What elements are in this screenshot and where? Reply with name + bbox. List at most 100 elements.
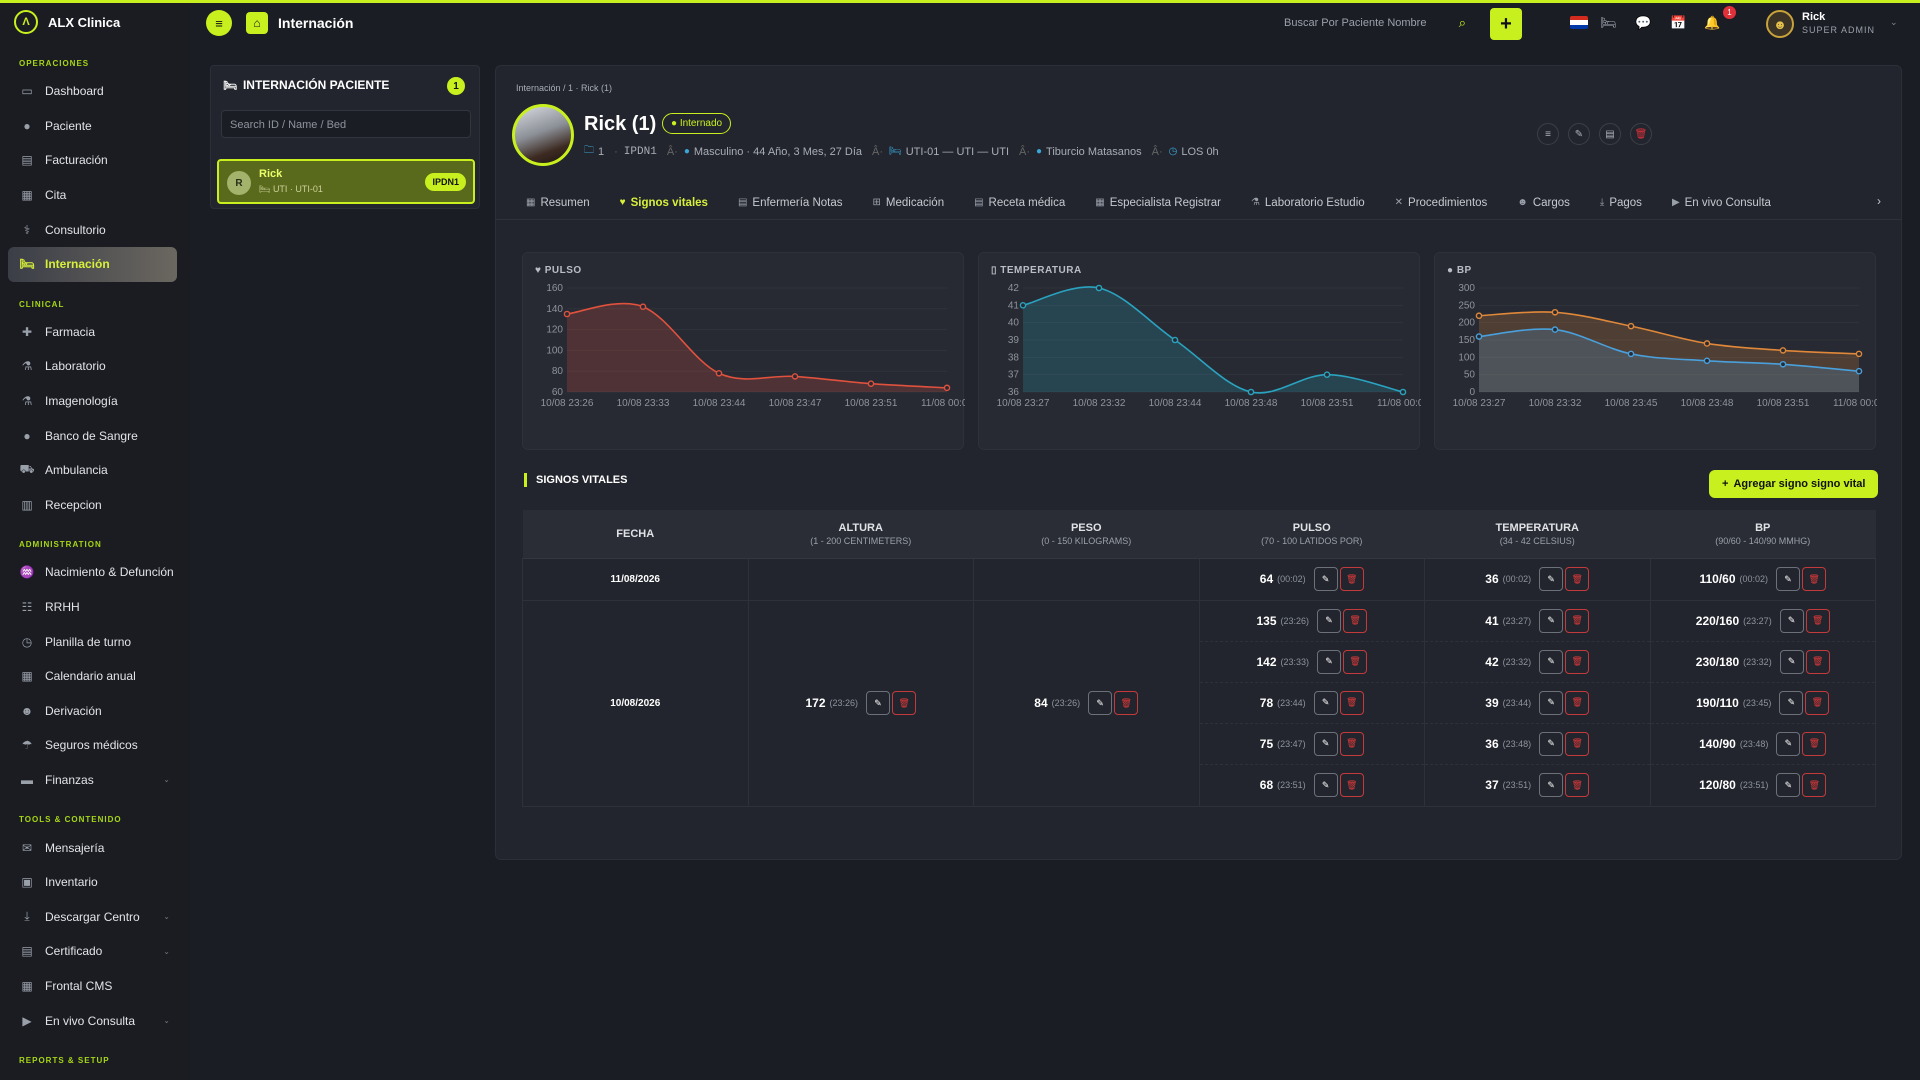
delete-icon[interactable]: 🗑 (1805, 608, 1830, 633)
tab-especialista-registrar[interactable]: ▦ Especialista Registrar (1095, 197, 1221, 209)
sidebar-item-imagenolog-a[interactable]: ⚗ Imagenología (0, 384, 190, 419)
delete-icon[interactable]: 🗑 (1343, 608, 1368, 633)
user-avatar[interactable]: ☻ (1766, 10, 1794, 38)
edit-icon[interactable]: ✎ (1313, 731, 1338, 756)
edit-icon[interactable]: ✎ (1779, 608, 1804, 633)
patient-search[interactable]: Buscar Por Paciente Nombre ⌕ (1278, 8, 1474, 38)
sidebar-item-finanzas[interactable]: ▬ Finanzas ⌄ (0, 763, 190, 798)
delete-icon[interactable]: 🗑 (1630, 123, 1652, 145)
edit-icon[interactable]: ✎ (1568, 123, 1590, 145)
sidebar-item-inventario[interactable]: ▣ Inventario (0, 865, 190, 900)
edit-icon[interactable]: ✎ (1313, 690, 1338, 715)
sidebar-item-banco-de-sangre[interactable]: ● Banco de Sangre (0, 418, 190, 453)
edit-icon[interactable]: ✎ (1539, 567, 1564, 591)
sidebar-item-laboratorio[interactable]: ⚗ Laboratorio (0, 349, 190, 384)
edit-icon[interactable]: ✎ (1779, 690, 1804, 715)
tab-pagos[interactable]: ⤓ Pagos (1600, 197, 1642, 209)
delete-icon[interactable]: 🗑 (1339, 567, 1364, 591)
edit-icon[interactable]: ✎ (866, 691, 891, 715)
bell-icon[interactable]: 🔔 (1704, 15, 1721, 30)
edit-icon[interactable]: ✎ (1779, 649, 1804, 674)
list-icon[interactable]: ≡ (1537, 123, 1559, 145)
search-input[interactable]: Buscar Por Paciente Nombre (1284, 17, 1427, 29)
edit-icon[interactable]: ✎ (1776, 567, 1801, 591)
sidebar-item-dashboard[interactable]: ▭ Dashboard (0, 74, 190, 109)
tab-signos-vitales[interactable]: ♥ Signos vitales (620, 197, 708, 209)
delete-icon[interactable]: 🗑 (1114, 691, 1139, 715)
user-name[interactable]: Rick (1802, 11, 1826, 23)
delete-icon[interactable]: 🗑 (1565, 567, 1590, 591)
tab-resumen[interactable]: ▦ Resumen (526, 197, 590, 209)
edit-icon[interactable]: ✎ (1539, 649, 1564, 674)
delete-icon[interactable]: 🗑 (1802, 567, 1827, 591)
flag-icon[interactable] (1570, 16, 1588, 29)
sidebar-item-paciente[interactable]: ● Paciente (0, 109, 190, 144)
sidebar-item-rrhh[interactable]: ☷ RRHH (0, 590, 190, 625)
sidebar-item-nacimiento-defunci-n[interactable]: ♒ Nacimiento & Defunción (0, 555, 190, 590)
menu-toggle-icon[interactable]: ≡ (206, 10, 232, 36)
calendar-icon[interactable]: 📅 (1670, 15, 1687, 30)
edit-icon[interactable]: ✎ (1313, 567, 1338, 591)
sidebar-item-derivaci-n[interactable]: ☻ Derivación (0, 694, 190, 729)
delete-icon[interactable]: 🗑 (1805, 690, 1830, 715)
patient-search-input[interactable]: Search ID / Name / Bed (221, 110, 471, 138)
chat-icon[interactable]: 💬 (1635, 15, 1652, 30)
edit-icon[interactable]: ✎ (1317, 649, 1342, 674)
delete-icon[interactable]: 🗑 (1802, 773, 1827, 797)
sidebar-item-certificado[interactable]: ▤ Certificado ⌄ (0, 934, 190, 969)
sidebar-item-mensajer-a[interactable]: ✉ Mensajería (0, 830, 190, 865)
edit-icon[interactable]: ✎ (1776, 773, 1801, 797)
edit-icon[interactable]: ✎ (1539, 608, 1564, 633)
tab-cargos[interactable]: ☻ Cargos (1517, 197, 1570, 209)
edit-icon[interactable]: ✎ (1317, 608, 1342, 633)
breadcrumb[interactable]: Internación / 1 · Rick (1) (516, 83, 613, 93)
edit-icon[interactable]: ✎ (1313, 773, 1338, 797)
sidebar-item-cita[interactable]: ▦ Cita (0, 178, 190, 213)
sidebar-item-calendario-anual[interactable]: ▦ Calendario anual (0, 659, 190, 694)
sidebar-item-consultorio[interactable]: ⚕ Consultorio (0, 212, 190, 247)
sidebar-item-recepcion[interactable]: ▥ Recepcion (0, 488, 190, 523)
delete-icon[interactable]: 🗑 (1339, 773, 1364, 797)
edit-icon[interactable]: ✎ (1539, 773, 1564, 797)
add-vital-button[interactable]: + Agregar signo signo vital (1709, 470, 1879, 498)
delete-icon[interactable]: 🗑 (1565, 690, 1590, 715)
tab-laboratorio-estudio[interactable]: ⚗ Laboratorio Estudio (1251, 197, 1365, 209)
delete-icon[interactable]: 🗑 (1343, 649, 1368, 674)
delete-icon[interactable]: 🗑 (1565, 608, 1590, 633)
delete-icon[interactable]: 🗑 (1339, 690, 1364, 715)
sidebar-item-en-vivo-consulta[interactable]: ▶ En vivo Consulta ⌄ (0, 1003, 190, 1038)
tab-en-vivo-consulta[interactable]: ▶ En vivo Consulta (1672, 197, 1771, 209)
sidebar-item-internaci-n[interactable]: 🛏 Internación (8, 246, 177, 282)
sidebar-item-reports[interactable]: 📈Reports⌄ (0, 1071, 190, 1080)
sidebar-item-seguros-m-dicos[interactable]: ☂ Seguros médicos (0, 728, 190, 763)
tab-enfermer-a-notas[interactable]: ▤ Enfermería Notas (738, 197, 843, 209)
patient-list-item[interactable]: R Rick 🛏 UTI · UTI-01 IPDN1 (217, 159, 475, 204)
edit-icon[interactable]: ✎ (1776, 731, 1801, 756)
sidebar-item-planilla-de-turno[interactable]: ◷ Planilla de turno (0, 624, 190, 659)
add-button[interactable]: + (1490, 8, 1522, 40)
delete-icon[interactable]: 🗑 (1565, 649, 1590, 674)
delete-icon[interactable]: 🗑 (1805, 649, 1830, 674)
delete-icon[interactable]: 🗑 (1565, 773, 1590, 797)
clipboard-icon[interactable]: ▤ (1599, 123, 1621, 145)
bed-icon[interactable]: 🛏 (1600, 15, 1617, 30)
tab-medicaci-n[interactable]: ⊞ Medicación (873, 197, 945, 209)
search-icon[interactable]: ⌕ (1458, 15, 1466, 30)
edit-icon[interactable]: ✎ (1539, 731, 1564, 756)
delete-icon[interactable]: 🗑 (1802, 731, 1827, 756)
sidebar-item-ambulancia[interactable]: ⛟ Ambulancia (0, 453, 190, 488)
home-icon[interactable]: ⌂ (246, 12, 268, 34)
sidebar-item-frontal-cms[interactable]: ▦ Frontal CMS (0, 969, 190, 1004)
tab-procedimientos[interactable]: ✕ Procedimientos (1395, 197, 1488, 209)
edit-icon[interactable]: ✎ (1088, 691, 1113, 715)
chevron-down-icon[interactable]: ⌄ (1890, 17, 1898, 27)
edit-icon[interactable]: ✎ (1539, 690, 1564, 715)
delete-icon[interactable]: 🗑 (1565, 731, 1590, 756)
brand[interactable]: Λ ALX Clinica (0, 3, 190, 41)
sidebar-item-farmacia[interactable]: ✚ Farmacia (0, 315, 190, 350)
sidebar-item-facturaci-n[interactable]: ▤ Facturación (0, 143, 190, 178)
tab-receta-m-dica[interactable]: ▤ Receta médica (974, 197, 1065, 209)
sidebar-item-descargar-centro[interactable]: ⤓ Descargar Centro ⌄ (0, 899, 190, 934)
delete-icon[interactable]: 🗑 (892, 691, 917, 715)
chevron-right-icon[interactable]: › (1877, 194, 1881, 208)
